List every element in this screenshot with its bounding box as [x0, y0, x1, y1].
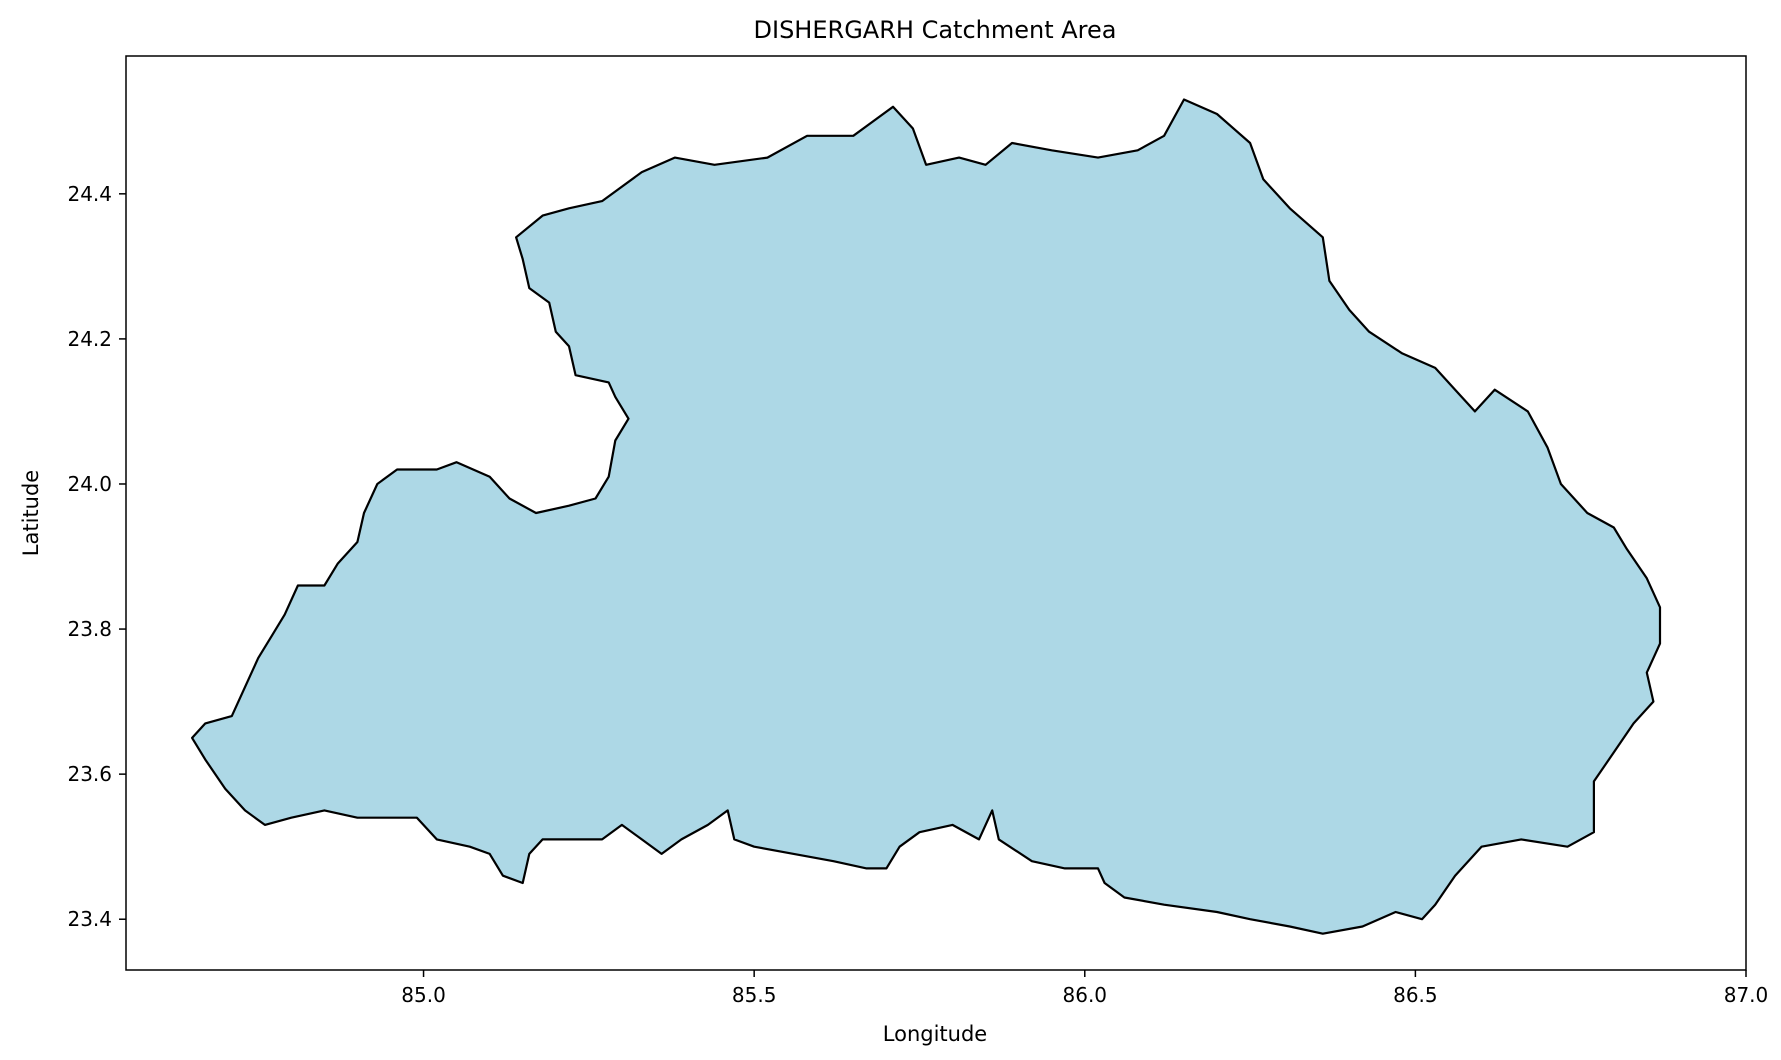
x-tick-label: 86.5	[1393, 983, 1438, 1007]
y-axis: 23.4 23.6 23.8 24.0 24.2 24.4	[67, 182, 126, 931]
plot-frame	[125, 55, 1747, 971]
y-tick-label: 23.8	[67, 617, 112, 641]
plot-area	[191, 98, 1662, 935]
catchment-polygon	[191, 98, 1662, 935]
x-axis: 85.0 85.5 86.0 86.5 87.0	[401, 970, 1768, 1007]
y-tick-label: 23.6	[67, 762, 112, 786]
y-tick-label: 24.0	[67, 472, 112, 496]
x-tick-label: 85.5	[732, 983, 777, 1007]
y-tick-label: 24.2	[67, 327, 112, 351]
x-tick-label: 86.0	[1063, 983, 1108, 1007]
y-tick-label: 24.4	[67, 182, 112, 206]
x-tick-label: 85.0	[401, 983, 446, 1007]
x-tick-label: 87.0	[1724, 983, 1769, 1007]
x-axis-label: Longitude	[883, 1022, 987, 1046]
y-axis-label: Latitude	[19, 470, 43, 556]
y-tick-label: 23.4	[67, 907, 112, 931]
chart-title: DISHERGARH Catchment Area	[754, 16, 1117, 44]
